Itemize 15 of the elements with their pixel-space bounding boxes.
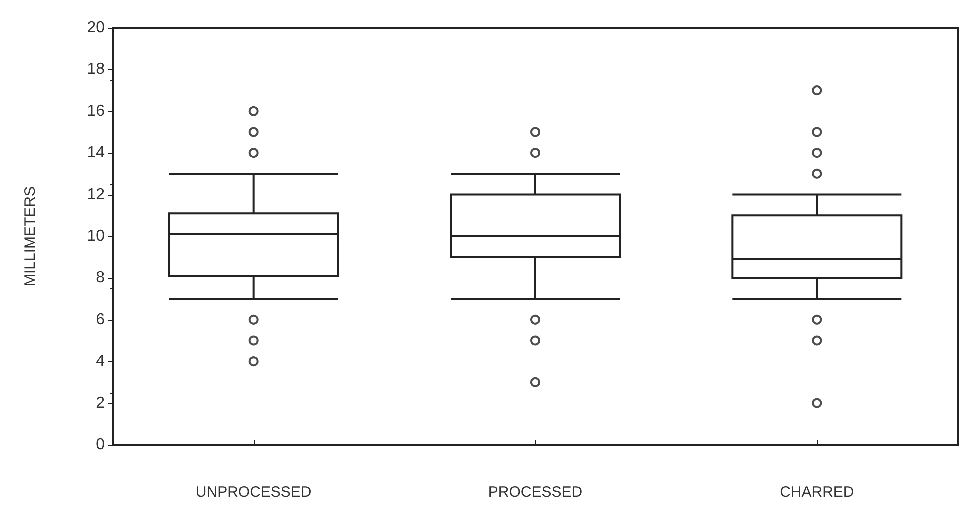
y-tick-label: 4 xyxy=(96,353,106,370)
y-tick-label: 12 xyxy=(87,186,106,204)
y-tick-label: 2 xyxy=(96,394,106,412)
y-tick-label: 10 xyxy=(87,228,106,245)
x-tick-label: CHARRED xyxy=(780,484,854,501)
x-tick-label: UNPROCESSED xyxy=(196,484,312,501)
y-tick-label: 0 xyxy=(96,436,106,454)
y-tick-label: 20 xyxy=(87,20,106,36)
y-tick-label: 14 xyxy=(87,144,106,162)
y-tick-label: 16 xyxy=(87,102,106,120)
y-tick-label: 8 xyxy=(96,270,106,287)
y-tick-label: 6 xyxy=(96,311,106,328)
y-axis-title: MILLIMETERS xyxy=(22,186,39,287)
x-tick-label: PROCESSED xyxy=(488,484,583,501)
y-tick-label: 18 xyxy=(87,61,106,78)
